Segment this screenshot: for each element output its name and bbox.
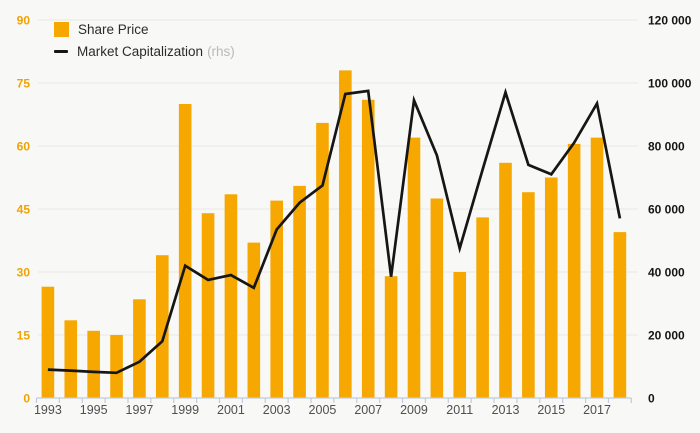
bar-2002 bbox=[247, 242, 261, 398]
bar-2001 bbox=[224, 194, 238, 398]
bar-2013 bbox=[499, 162, 512, 398]
bar-1993 bbox=[41, 286, 55, 398]
x-axis-label-2005: 2005 bbox=[309, 403, 337, 417]
x-axis-label-1997: 1997 bbox=[126, 403, 154, 417]
bar-1998 bbox=[156, 255, 169, 398]
chart-legend: Share Price Market Capitalization (rhs) bbox=[54, 22, 235, 59]
x-axis-label-2003: 2003 bbox=[263, 403, 291, 417]
right-axis-label-20000: 20 000 bbox=[648, 329, 685, 343]
bar-2007 bbox=[361, 99, 375, 399]
right-axis-label-0: 0 bbox=[648, 392, 655, 406]
legend-item-market-cap: Market Capitalization (rhs) bbox=[54, 44, 235, 59]
x-axis-label-1995: 1995 bbox=[80, 403, 108, 417]
left-axis-label-15: 15 bbox=[17, 329, 31, 343]
legend-share-price-label: Share Price bbox=[78, 22, 149, 37]
right-axis-label-80000: 80 000 bbox=[648, 140, 685, 154]
x-axis-label-2009: 2009 bbox=[400, 403, 428, 417]
bar-2003 bbox=[270, 200, 283, 398]
right-axis-label-100000: 100 000 bbox=[648, 77, 692, 91]
x-axis-label-1999: 1999 bbox=[171, 403, 199, 417]
bar-2008 bbox=[384, 276, 398, 398]
bar-2016 bbox=[567, 143, 581, 398]
bar-1996 bbox=[110, 335, 123, 398]
legend-rhs-suffix: (rhs) bbox=[207, 44, 235, 59]
bar-1994 bbox=[64, 320, 78, 398]
x-axis-label-2011: 2011 bbox=[446, 403, 473, 417]
bar-2006 bbox=[339, 70, 352, 399]
bar-2011 bbox=[453, 272, 467, 398]
bar-2010 bbox=[430, 198, 444, 398]
left-axis-label-60: 60 bbox=[17, 140, 31, 154]
x-axis-label-2015: 2015 bbox=[537, 403, 565, 417]
bar-1997 bbox=[133, 299, 146, 398]
x-axis-label-2001: 2001 bbox=[217, 403, 245, 417]
x-axis-label-2013: 2013 bbox=[492, 403, 520, 417]
x-axis-label-1993: 1993 bbox=[34, 403, 62, 417]
left-axis-label-30: 30 bbox=[17, 266, 31, 280]
right-axis-label-120000: 120 000 bbox=[648, 14, 692, 28]
market-cap-line bbox=[47, 87, 622, 375]
bar-2004 bbox=[293, 185, 306, 398]
bar-2015 bbox=[544, 177, 558, 398]
left-axis-label-90: 90 bbox=[17, 14, 31, 28]
left-axis-label-0: 0 bbox=[23, 392, 30, 406]
legend-market-cap-label: Market Capitalization (rhs) bbox=[77, 44, 235, 59]
legend-item-share-price: Share Price bbox=[54, 22, 235, 37]
bar-2005 bbox=[316, 122, 329, 399]
market-cap-line-icon bbox=[54, 50, 68, 53]
left-axis-label-45: 45 bbox=[17, 203, 31, 217]
bar-1995 bbox=[87, 330, 100, 398]
bar-2012 bbox=[476, 217, 489, 398]
bar-2018 bbox=[613, 232, 627, 398]
bar-1999 bbox=[178, 104, 192, 398]
share-price-swatch-icon bbox=[54, 22, 69, 37]
x-axis-label-2017: 2017 bbox=[583, 403, 611, 417]
right-axis-label-40000: 40 000 bbox=[648, 266, 685, 280]
bar-2017 bbox=[590, 137, 604, 398]
x-axis-label-2007: 2007 bbox=[354, 403, 382, 417]
right-axis-label-60000: 60 000 bbox=[648, 203, 685, 217]
left-axis-label-75: 75 bbox=[17, 77, 31, 91]
bar-2000 bbox=[201, 213, 215, 398]
bar-2009 bbox=[407, 137, 421, 398]
bar-2014 bbox=[522, 192, 535, 398]
